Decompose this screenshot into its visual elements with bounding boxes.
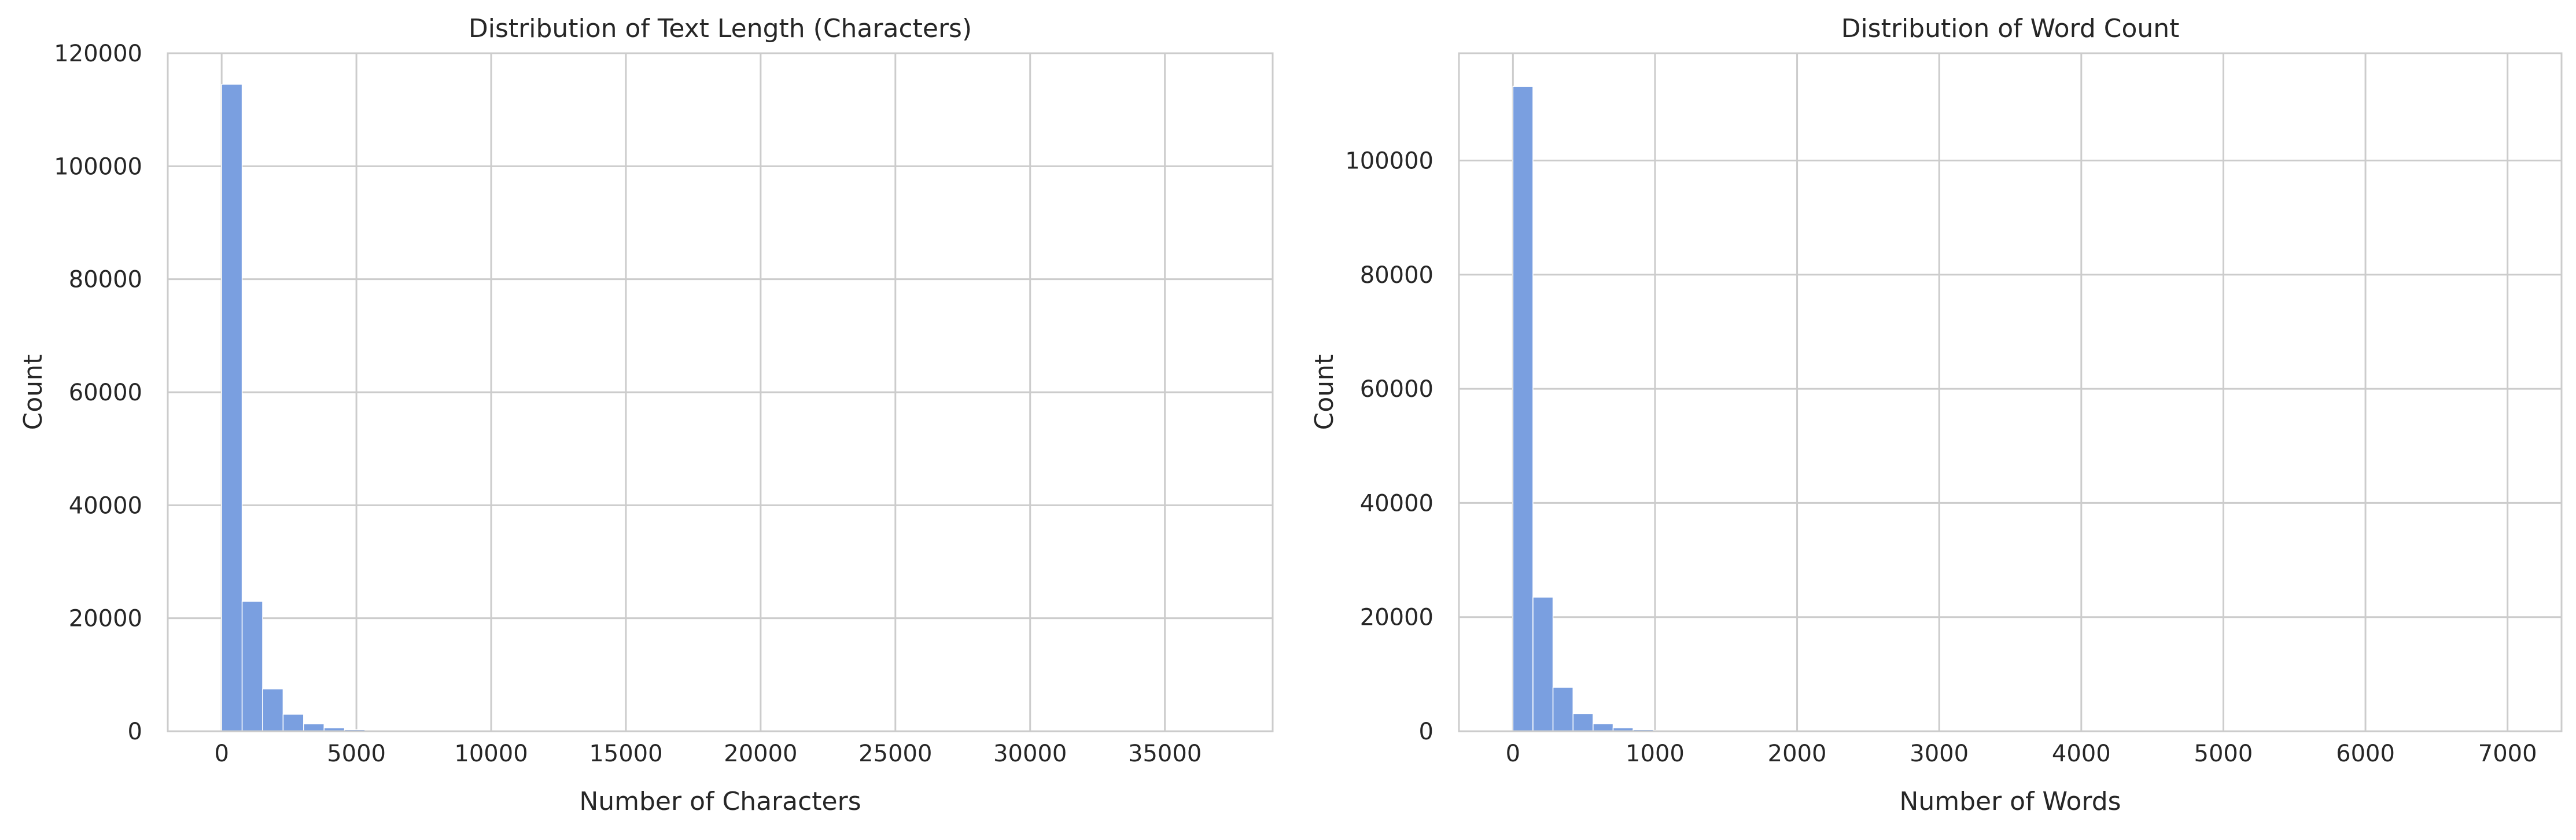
x-tick-label: 15000 (589, 740, 662, 767)
histogram-bar (241, 600, 263, 732)
y-tick-label: 100000 (54, 153, 142, 180)
y-tick-label: 40000 (69, 492, 142, 519)
x-tick-label: 6000 (2336, 740, 2395, 767)
histogram-bar (221, 83, 243, 732)
x-tick-label: 35000 (1128, 740, 1202, 767)
y-tick-label: 80000 (69, 267, 142, 293)
x-tick-label: 5000 (2194, 740, 2253, 767)
y-axis-label: Count (1310, 355, 1339, 430)
x-tick-label: 25000 (858, 740, 932, 767)
histogram-bar (1572, 713, 1594, 732)
y-tick-label: 40000 (1360, 490, 1433, 517)
chart-title: Distribution of Text Length (Characters) (469, 14, 972, 43)
histogram-bar (303, 723, 325, 732)
y-tick-label: 20000 (1360, 605, 1433, 631)
y-tick-label: 80000 (1360, 262, 1433, 289)
y-tick-label: 0 (1419, 719, 1433, 745)
histogram-bar (1512, 86, 1534, 732)
x-axis-label: Number of Words (1899, 787, 2121, 816)
x-tick-label: 1000 (1626, 740, 1685, 767)
x-tick-label: 30000 (993, 740, 1067, 767)
y-axis-label: Count (19, 355, 48, 430)
x-tick-label: 20000 (724, 740, 797, 767)
plot-area (1459, 53, 2562, 731)
x-tick-label: 3000 (1910, 740, 1969, 767)
plot-frame (1458, 52, 2563, 732)
x-tick-label: 7000 (2478, 740, 2537, 767)
plot-frame (167, 52, 1274, 732)
histogram-bar (262, 688, 284, 732)
y-tick-label: 20000 (69, 606, 142, 632)
histogram-bar (1552, 687, 1573, 732)
y-tick-label: 60000 (69, 380, 142, 406)
y-tick-label: 60000 (1360, 376, 1433, 403)
word-count-histogram: 0 1000 2000 3000 4000 5000 6000 7000 0 20000 40000… (1310, 14, 2563, 816)
x-tick-label: 2000 (1768, 740, 1827, 767)
text-length-histogram: 0 5000 10000 15000 20000 25000 30000 35000 0 2000… (19, 14, 1274, 816)
x-tick-label: 0 (1506, 740, 1520, 767)
x-tick-label: 5000 (327, 740, 386, 767)
x-tick-label: 10000 (454, 740, 528, 767)
x-tick-label: 0 (214, 740, 229, 767)
histogram-bar (282, 713, 304, 732)
histogram-bar (1532, 596, 1554, 732)
x-axis-label: Number of Characters (579, 787, 861, 816)
y-tick-label: 100000 (1345, 148, 1433, 174)
y-tick-label: 0 (128, 719, 142, 745)
y-tick-label: 120000 (54, 40, 142, 67)
chart-title: Distribution of Word Count (1841, 14, 2180, 43)
x-tick-label: 4000 (2052, 740, 2111, 767)
histogram-bar (1593, 723, 1614, 732)
